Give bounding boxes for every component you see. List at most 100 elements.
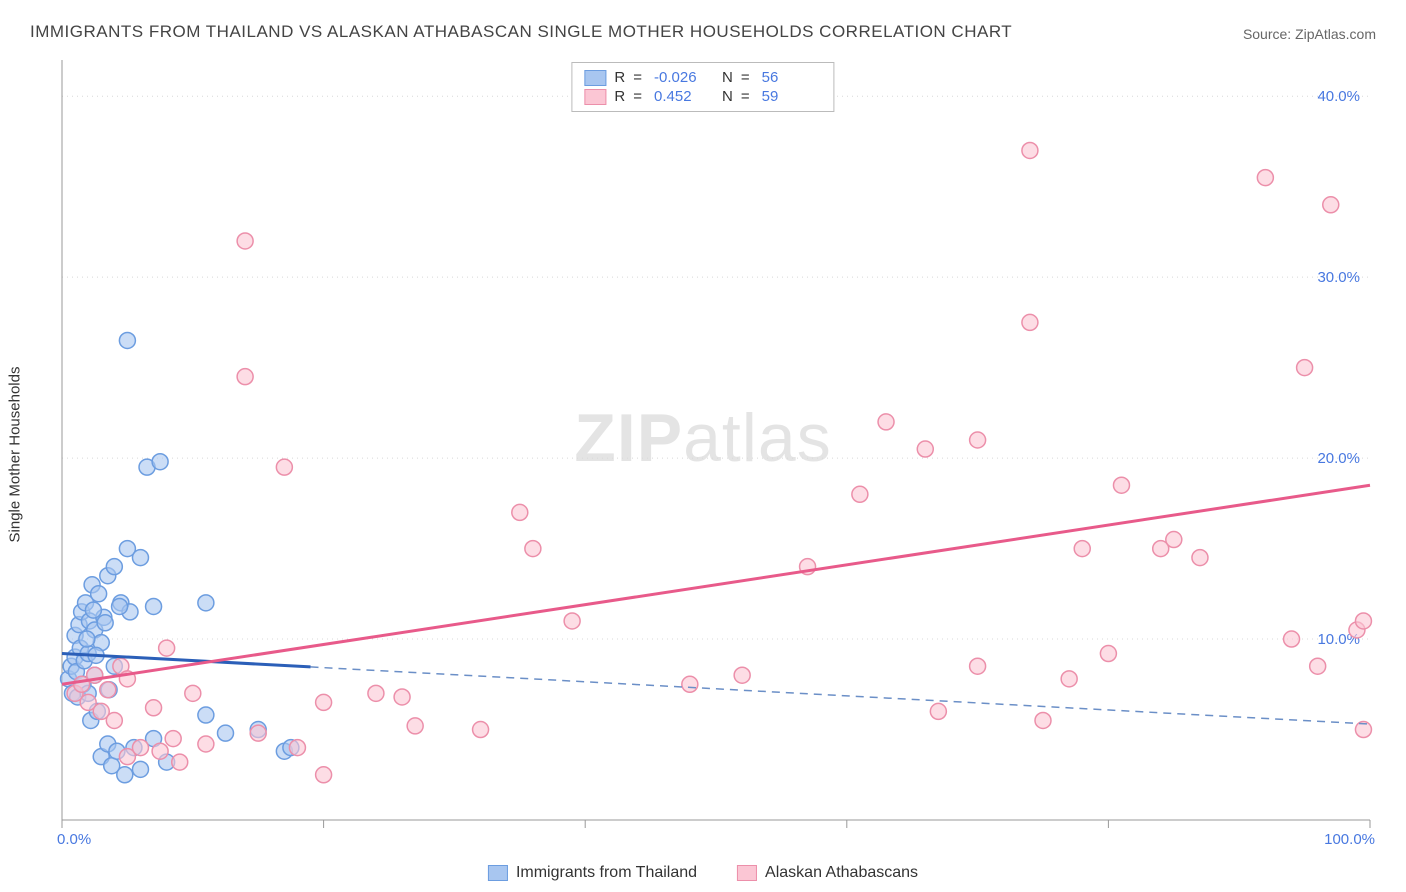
legend-row-thailand: R = -0.026 N = 56 [584, 68, 821, 87]
r-label: R [614, 88, 625, 105]
legend-item-thailand: Immigrants from Thailand [488, 864, 697, 882]
data-point-athabascan [1257, 170, 1273, 186]
n-label: N [722, 88, 733, 105]
data-point-athabascan [1113, 477, 1129, 493]
swatch-thailand [488, 865, 508, 881]
equals-sign: = [633, 88, 642, 105]
data-point-athabascan [525, 541, 541, 557]
y-tick-label: 20.0% [1317, 450, 1360, 467]
equals-sign: = [633, 69, 642, 86]
equals-sign: = [741, 69, 750, 86]
data-point-athabascan [106, 712, 122, 728]
data-point-athabascan [407, 718, 423, 734]
data-point-athabascan [250, 725, 266, 741]
r-label: R [614, 69, 625, 86]
data-point-thailand [198, 707, 214, 723]
data-point-athabascan [917, 441, 933, 457]
data-point-athabascan [276, 459, 292, 475]
data-point-athabascan [970, 432, 986, 448]
x-tick-label: 0.0% [57, 831, 91, 848]
data-point-athabascan [316, 694, 332, 710]
data-point-thailand [198, 595, 214, 611]
data-point-athabascan [1022, 142, 1038, 158]
data-point-athabascan [512, 504, 528, 520]
chart-area: 10.0%20.0%30.0%40.0%0.0%100.0% [50, 60, 1386, 852]
scatter-chart: 10.0%20.0%30.0%40.0%0.0%100.0% [50, 60, 1386, 852]
data-point-thailand [106, 559, 122, 575]
n-value-athabascan: 59 [762, 88, 822, 105]
data-point-athabascan [970, 658, 986, 674]
swatch-athabascan [584, 89, 606, 105]
data-point-athabascan [564, 613, 580, 629]
data-point-athabascan [1297, 360, 1313, 376]
data-point-athabascan [185, 685, 201, 701]
legend-label-thailand: Immigrants from Thailand [516, 864, 697, 882]
r-value-athabascan: 0.452 [654, 88, 714, 105]
data-point-thailand [152, 454, 168, 470]
data-point-athabascan [682, 676, 698, 692]
data-point-athabascan [1323, 197, 1339, 213]
source-prefix: Source: [1243, 26, 1295, 42]
r-value-thailand: -0.026 [654, 69, 714, 86]
y-tick-label: 40.0% [1317, 88, 1360, 105]
data-point-thailand [91, 586, 107, 602]
chart-title: IMMIGRANTS FROM THAILAND VS ALASKAN ATHA… [30, 22, 1012, 42]
equals-sign: = [741, 88, 750, 105]
data-point-athabascan [1355, 613, 1371, 629]
data-point-athabascan [159, 640, 175, 656]
data-point-thailand [97, 615, 113, 631]
data-point-thailand [85, 602, 101, 618]
data-point-athabascan [368, 685, 384, 701]
data-point-athabascan [1166, 532, 1182, 548]
y-tick-label: 30.0% [1317, 269, 1360, 286]
data-point-athabascan [1284, 631, 1300, 647]
n-label: N [722, 69, 733, 86]
data-point-thailand [119, 332, 135, 348]
regression-extrapolation-thailand [311, 667, 1370, 724]
data-point-athabascan [237, 369, 253, 385]
data-point-athabascan [1310, 658, 1326, 674]
data-point-athabascan [316, 767, 332, 783]
data-point-thailand [146, 598, 162, 614]
data-point-athabascan [852, 486, 868, 502]
data-point-athabascan [878, 414, 894, 430]
source-link[interactable]: ZipAtlas.com [1295, 26, 1376, 42]
data-point-athabascan [289, 740, 305, 756]
swatch-thailand [584, 70, 606, 86]
data-point-athabascan [1074, 541, 1090, 557]
n-value-thailand: 56 [762, 69, 822, 86]
data-point-athabascan [394, 689, 410, 705]
regression-line-athabascan [62, 485, 1370, 684]
y-axis-label: Single Mother Households [7, 367, 24, 543]
data-point-thailand [218, 725, 234, 741]
data-point-athabascan [930, 703, 946, 719]
series-legend: Immigrants from Thailand Alaskan Athabas… [488, 864, 918, 882]
legend-item-athabascan: Alaskan Athabascans [737, 864, 918, 882]
legend-row-athabascan: R = 0.452 N = 59 [584, 87, 821, 106]
data-point-athabascan [1035, 712, 1051, 728]
legend-label-athabascan: Alaskan Athabascans [765, 864, 918, 882]
correlation-legend: R = -0.026 N = 56 R = 0.452 N = 59 [571, 62, 834, 112]
data-point-athabascan [165, 731, 181, 747]
data-point-athabascan [734, 667, 750, 683]
data-point-athabascan [198, 736, 214, 752]
data-point-athabascan [172, 754, 188, 770]
data-point-athabascan [152, 743, 168, 759]
data-point-athabascan [100, 682, 116, 698]
x-tick-label: 100.0% [1324, 831, 1375, 848]
data-point-thailand [132, 550, 148, 566]
data-point-thailand [79, 631, 95, 647]
data-point-athabascan [1022, 314, 1038, 330]
swatch-athabascan [737, 865, 757, 881]
data-point-athabascan [146, 700, 162, 716]
data-point-athabascan [132, 740, 148, 756]
data-point-thailand [132, 761, 148, 777]
data-point-athabascan [1061, 671, 1077, 687]
data-point-thailand [112, 598, 128, 614]
data-point-athabascan [473, 722, 489, 738]
data-point-athabascan [1100, 646, 1116, 662]
data-point-athabascan [237, 233, 253, 249]
data-point-athabascan [1192, 550, 1208, 566]
data-point-thailand [117, 767, 133, 783]
source-attribution: Source: ZipAtlas.com [1243, 26, 1376, 42]
